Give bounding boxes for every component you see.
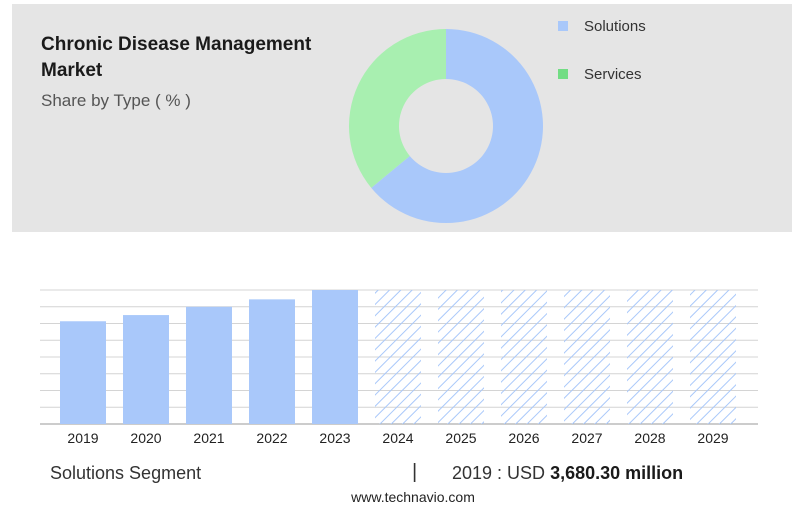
chart-title: Chronic Disease Management Market <box>41 34 312 81</box>
x-tick-label-2020: 2020 <box>130 430 161 446</box>
x-tick-label-2029: 2029 <box>697 430 728 446</box>
bar-2022 <box>249 299 295 424</box>
donut-slice-solutions <box>371 29 543 223</box>
x-tick-label-2019: 2019 <box>67 430 98 446</box>
segment-label: Solutions Segment <box>50 463 202 483</box>
bar-2021 <box>186 306 232 424</box>
donut-slice-services <box>349 29 446 188</box>
x-tick-label-2023: 2023 <box>319 430 350 446</box>
legend: Solutions Services <box>558 14 646 110</box>
x-tick-label-2025: 2025 <box>445 430 476 446</box>
forecast-bar-2027 <box>564 290 610 424</box>
segment-value-prefix: 2019 : USD <box>452 463 546 483</box>
legend-item-services: Services <box>558 62 646 86</box>
legend-label-services: Services <box>584 65 642 83</box>
x-tick-label-2027: 2027 <box>571 430 602 446</box>
forecast-bar-2029 <box>690 290 736 424</box>
segment-value: 2019 : USD 3,680.30 million <box>452 463 683 484</box>
bar-2019 <box>60 321 106 424</box>
forecast-bar-2028 <box>627 290 673 424</box>
segment-value-amount: 3,680.30 million <box>550 463 684 483</box>
x-tick-label-2024: 2024 <box>382 430 413 446</box>
bar-2020 <box>123 315 169 424</box>
footer-separator: | <box>412 461 418 483</box>
source-link[interactable]: www.technavio.com <box>351 489 475 505</box>
bar-2023 <box>312 290 358 424</box>
legend-swatch-services <box>558 69 568 79</box>
x-tick-label-2021: 2021 <box>193 430 224 446</box>
donut-chart <box>349 29 543 223</box>
chart-subtitle: Share by Type ( % ) <box>41 91 191 110</box>
forecast-bar-2024 <box>375 290 421 424</box>
forecast-bar-2025 <box>438 290 484 424</box>
x-tick-label-2022: 2022 <box>256 430 287 446</box>
forecast-bar-2026 <box>501 290 547 424</box>
legend-item-solutions: Solutions <box>558 14 646 38</box>
legend-swatch-solutions <box>558 21 568 31</box>
x-tick-label-2026: 2026 <box>508 430 539 446</box>
legend-label-solutions: Solutions <box>584 17 646 35</box>
x-tick-label-2028: 2028 <box>634 430 665 446</box>
